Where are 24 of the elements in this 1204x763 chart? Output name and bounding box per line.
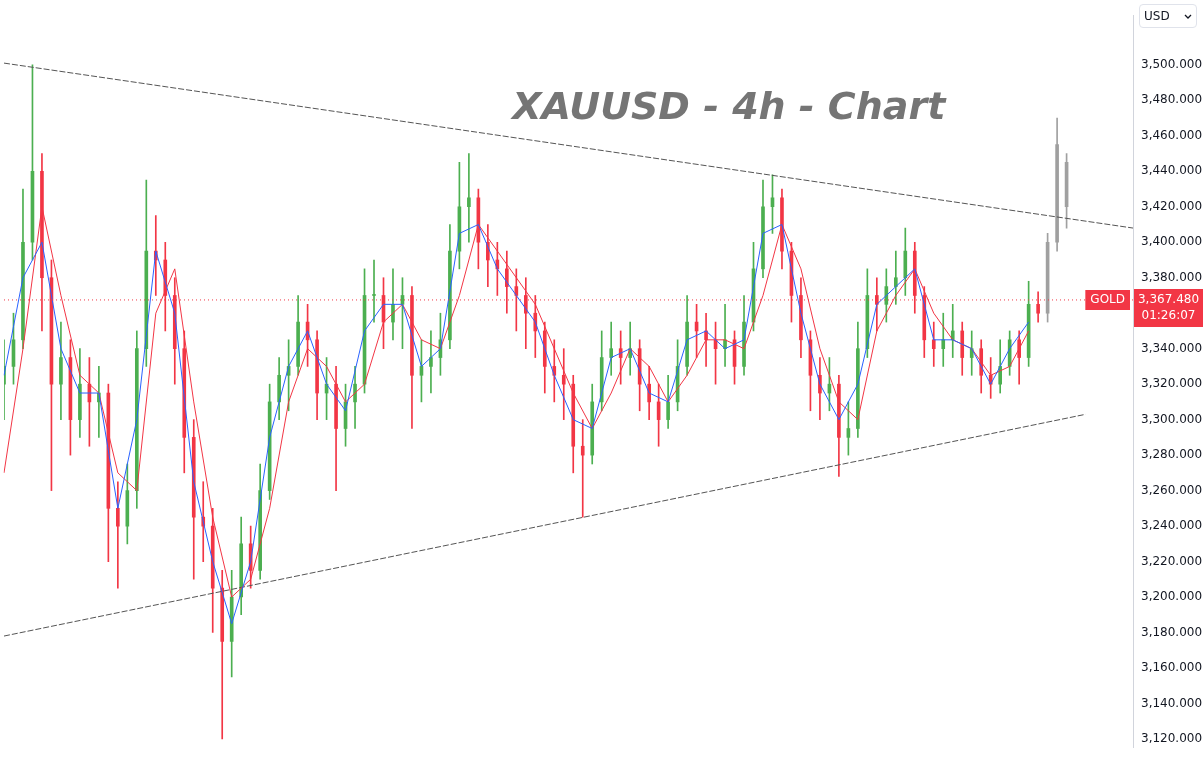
text: XAUUSD - 4h - Chart — [510, 84, 948, 129]
y-tick-label: 3,220.000 — [1141, 553, 1203, 568]
y-axis-title: USD — [1144, 9, 1170, 23]
y-tick-label: 3,460.000 — [1141, 127, 1203, 142]
y-tick-label: 3,320.000 — [1141, 376, 1203, 391]
text: 3,367.480 — [1137, 292, 1200, 307]
y-tick-label: 3,480.000 — [1141, 92, 1203, 107]
y-tick-label: 3,380.000 — [1141, 269, 1203, 284]
y-tick-label: 3,160.000 — [1141, 660, 1203, 675]
y-tick-label: 3,120.000 — [1141, 731, 1203, 746]
y-tick-label: 3,240.000 — [1141, 518, 1203, 533]
text: 01:26:07 — [1141, 308, 1196, 323]
y-tick-label: 3,400.000 — [1141, 234, 1203, 249]
y-tick-label: 3,420.000 — [1141, 198, 1203, 213]
y-tick-label: 3,440.000 — [1141, 163, 1203, 178]
y-tick-label: 3,200.000 — [1141, 589, 1203, 604]
y-tick-label: 3,140.000 — [1141, 695, 1203, 710]
ref-line-label: GOLD — [1090, 292, 1125, 307]
y-tick-label: 3,500.000 — [1141, 56, 1203, 71]
y-tick-label: 3,340.000 — [1141, 340, 1203, 355]
y-tick-label: 3,260.000 — [1141, 482, 1203, 497]
y-tick-label: 3,180.000 — [1141, 624, 1203, 639]
y-tick-label: 3,280.000 — [1141, 447, 1203, 462]
y-tick-label: 3,300.000 — [1141, 411, 1203, 426]
